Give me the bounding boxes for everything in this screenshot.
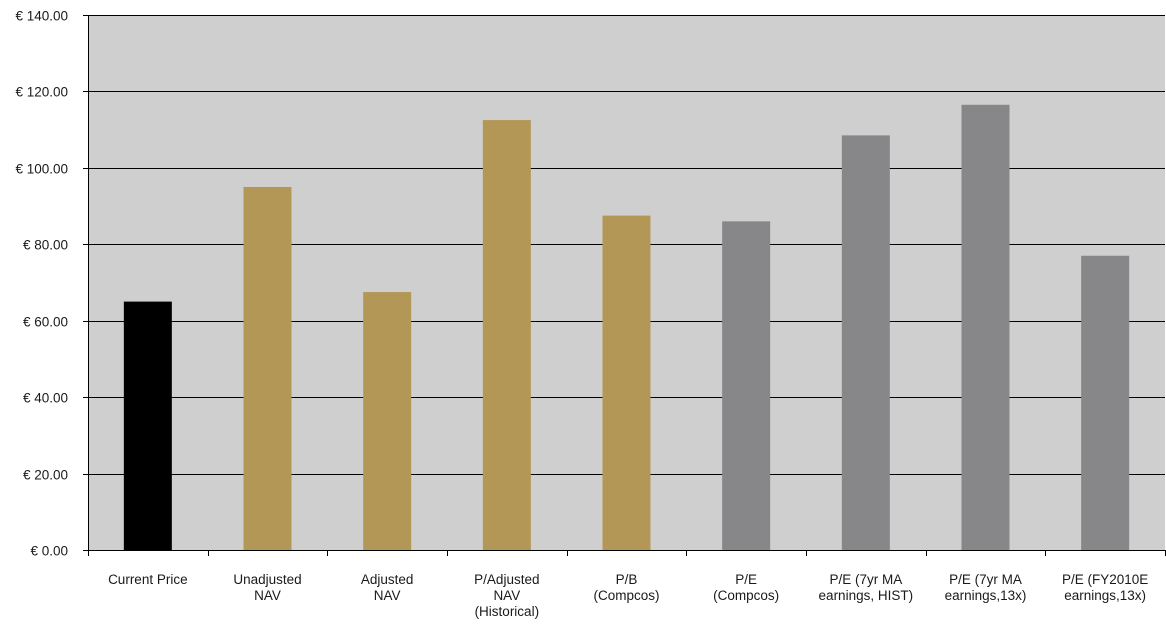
x-category-label: P/E (7yr MA earnings, HIST) [819,572,914,603]
bar [962,105,1010,550]
bar [363,292,411,550]
bar [124,302,172,550]
bar [1081,256,1129,550]
y-tick-label: € 80.00 [23,238,68,253]
x-category-label: P/E (Compcos) [713,572,779,603]
y-tick-label: € 100.00 [15,162,68,177]
y-tick-label: € 40.00 [23,391,68,406]
bar [244,187,292,550]
x-category-label: Unadjusted NAV [233,572,301,603]
x-category-label: P/Adjusted NAV (Historical) [474,572,539,619]
y-tick-label: € 60.00 [23,315,68,330]
bar [722,221,770,550]
y-tick-label: € 140.00 [15,9,68,24]
x-category-label: P/E (FY2010E earnings,13x) [1062,572,1148,603]
y-axis-labels: € 0.00 € 20.00 € 40.00 € 60.00 € 80.00 € 100.… [15,9,68,559]
x-axis-labels: Current Price Unadjusted NAV Adjusted NAV P/A… [108,572,1148,619]
bar [842,135,890,550]
y-tick-label: € 120.00 [15,85,68,100]
x-category-label: Adjusted NAV [361,572,414,603]
x-category-label: P/E (7yr MA earnings,13x) [945,572,1027,603]
bar [483,120,531,550]
y-tick-label: € 20.00 [23,468,68,483]
y-tick-label: € 0.00 [30,544,68,559]
x-category-label: P/B (Compcos) [593,572,659,603]
x-category-label: Current Price [108,572,188,587]
bar [603,216,651,550]
